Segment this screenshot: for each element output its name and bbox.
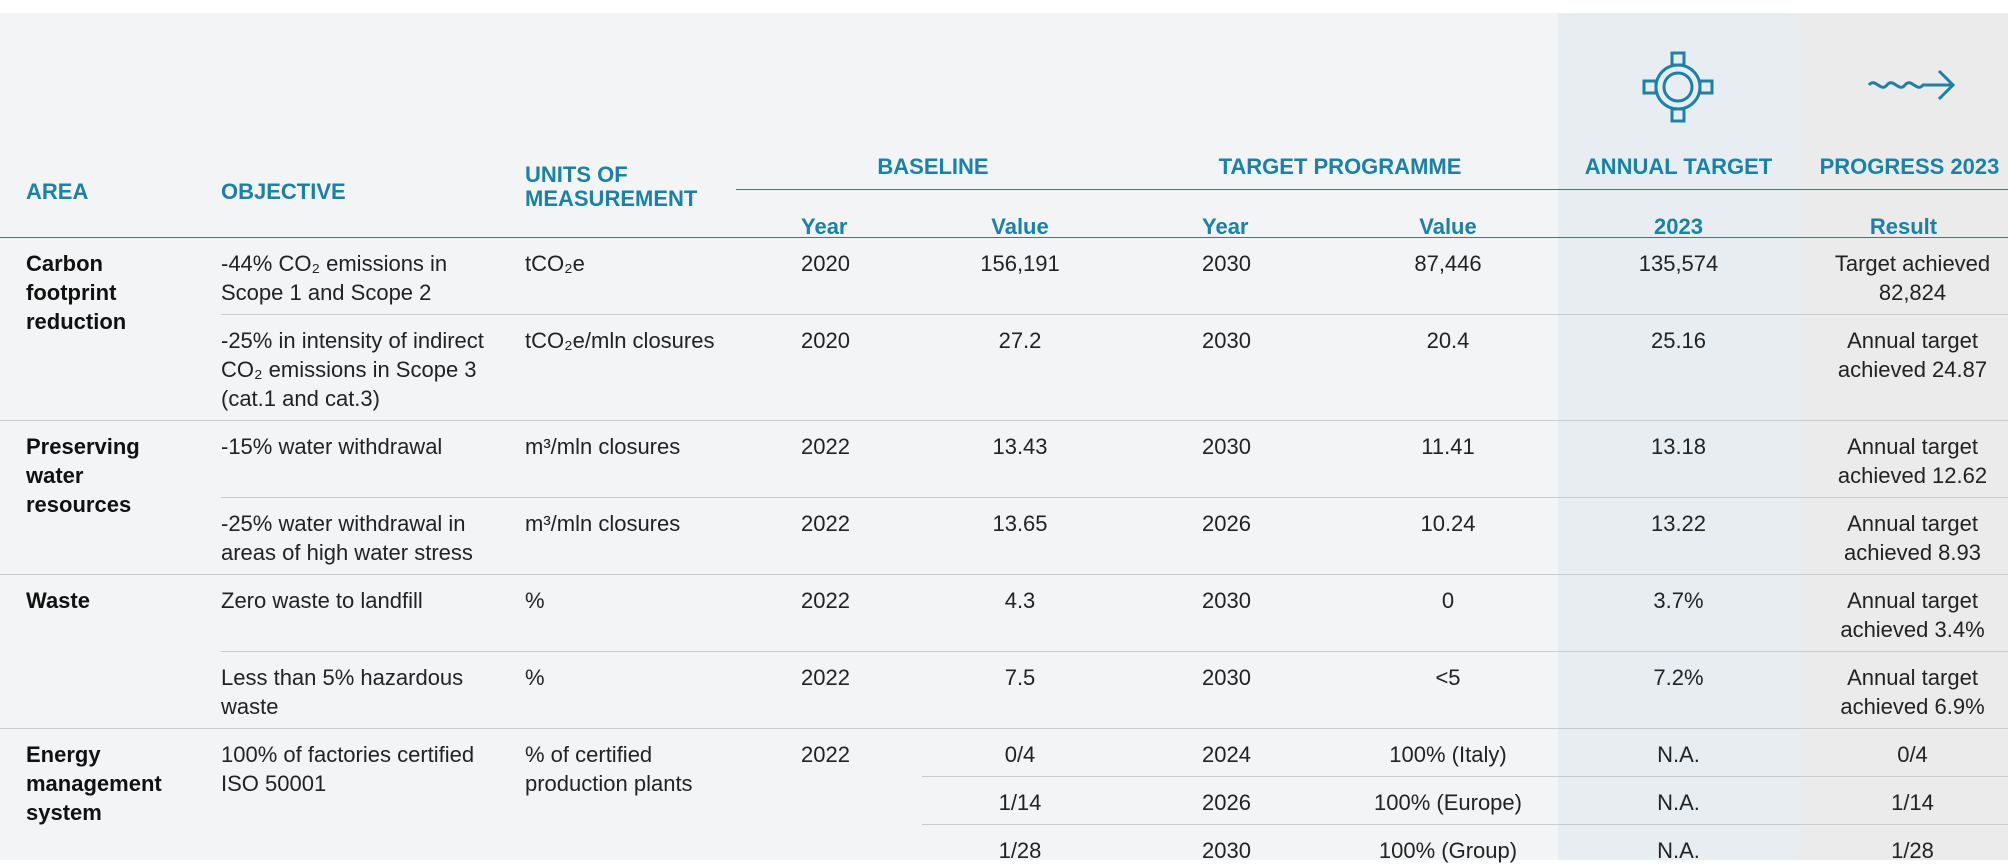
rule	[0, 237, 2008, 238]
result: Annual target achieved 24.87	[1837, 328, 1988, 382]
area: Waste	[26, 588, 90, 613]
group-header: ANNUAL TARGET	[1584, 154, 1773, 179]
baseline-value: 1/14	[998, 790, 1042, 815]
baseline-year: 2022	[801, 665, 850, 690]
target-value: 10.24	[1420, 511, 1476, 536]
annual-target: N.A.	[1657, 790, 1700, 815]
result: Annual target achieved 12.62	[1837, 434, 1988, 488]
units: m³/mln closures	[525, 511, 681, 536]
annual-target: 13.22	[1650, 511, 1707, 536]
target-value: 87,446	[1414, 251, 1482, 276]
units: % of certified production plants	[525, 742, 693, 796]
sub-header: 2023	[1654, 214, 1703, 239]
baseline-value: 27.2	[998, 328, 1042, 353]
sub-header: Value	[1419, 214, 1477, 239]
target-year: 2030	[1202, 838, 1251, 863]
objective: -25% in intensity of indirect CO₂ emissi…	[221, 328, 484, 411]
sub-header: Result	[1869, 214, 1938, 239]
rule	[0, 728, 2008, 729]
target-value: 100% (Italy)	[1389, 742, 1507, 767]
rule	[221, 651, 2008, 652]
progress-icon	[1867, 69, 1956, 101]
group-header: BASELINE	[877, 154, 989, 179]
rule	[221, 314, 2008, 315]
baseline-year: 2020	[801, 328, 850, 353]
target-value: 11.41	[1421, 434, 1475, 459]
target-year: 2024	[1202, 742, 1251, 767]
baseline-value: 13.43	[992, 434, 1048, 459]
baseline-value: 156,191	[980, 251, 1060, 276]
objective: 100% of factories certified ISO 50001	[221, 742, 475, 796]
units: tCO₂e	[525, 251, 585, 276]
target-value: 20.4	[1426, 328, 1470, 353]
target-value: 100% (Group)	[1378, 838, 1518, 863]
annual-target: 13.18	[1650, 434, 1707, 459]
target-year: 2026	[1202, 511, 1251, 536]
target-year: 2030	[1202, 588, 1251, 613]
target-year: 2030	[1202, 434, 1251, 459]
result: Annual target achieved 3.4%	[1840, 588, 1985, 642]
annual-target: N.A.	[1657, 742, 1700, 767]
units: %	[525, 665, 545, 690]
area: Carbon footprint reduction	[26, 251, 127, 334]
annual-target: 3.7%	[1653, 588, 1704, 613]
sub-header: Year	[1202, 214, 1249, 239]
rule	[922, 776, 2008, 777]
result: 1/14	[1891, 790, 1934, 815]
baseline-year: 2022	[801, 742, 850, 767]
result: Annual target achieved 8.93	[1844, 511, 1981, 565]
target-year: 2030	[1202, 328, 1251, 353]
objective: -44% CO₂ emissions in Scope 1 and Scope …	[221, 251, 448, 305]
annual-target: 25.16	[1650, 328, 1707, 353]
baseline-value: 4.3	[1004, 588, 1036, 613]
sub-header: Value	[991, 214, 1049, 239]
annual-column-bg	[1558, 13, 1799, 860]
group-header: TARGET PROGRAMME	[1218, 154, 1462, 179]
rule	[0, 420, 2008, 421]
objective: -25% water withdrawal in areas of high w…	[221, 511, 473, 565]
area: Preserving water resources	[26, 434, 140, 517]
baseline-value: 0/4	[1004, 742, 1036, 767]
rule	[922, 824, 2008, 825]
objective: -15% water withdrawal	[221, 434, 443, 459]
result: 0/4	[1897, 742, 1928, 767]
annual-target: 135,574	[1638, 251, 1719, 276]
result: Target achieved 82,824	[1834, 251, 1991, 305]
units: %	[525, 588, 545, 613]
progress-column-bg	[1799, 13, 2008, 860]
baseline-value: 7.5	[1004, 665, 1036, 690]
annual-target: 7.2%	[1653, 665, 1704, 690]
result: Annual target achieved 6.9%	[1840, 665, 1985, 719]
table: AREA OBJECTIVE UNITS OF MEASUREMENT BASELIN…	[0, 13, 2008, 863]
sub-header: Year	[801, 214, 848, 239]
baseline-year: 2022	[801, 588, 850, 613]
rule	[0, 574, 2008, 575]
group-header: PROGRESS 2023	[1819, 154, 2000, 179]
target-value: 100% (Europe)	[1374, 790, 1522, 815]
target-year: 2026	[1202, 790, 1251, 815]
target-year: 2030	[1202, 665, 1251, 690]
result: 1/28	[1891, 838, 1934, 863]
objective: Zero waste to landfill	[221, 588, 423, 613]
baseline-year: 2020	[801, 251, 850, 276]
baseline-year: 2022	[801, 434, 850, 459]
target-value: <5	[1435, 665, 1461, 690]
units: m³/mln closures	[525, 434, 681, 459]
units: tCO₂e/mln closures	[525, 328, 715, 353]
column-header: AREA	[26, 179, 89, 204]
column-header: UNITS OF MEASUREMENT	[525, 162, 698, 211]
area: Energy management system	[26, 742, 162, 825]
baseline-value: 1/28	[998, 838, 1042, 863]
target-year: 2030	[1202, 251, 1251, 276]
column-header: OBJECTIVE	[221, 179, 346, 204]
annual-target: N.A.	[1657, 838, 1700, 863]
baseline-value: 13.65	[992, 511, 1048, 536]
objective: Less than 5% hazardous waste	[221, 665, 464, 719]
rule	[221, 497, 2008, 498]
target-value: 0	[1441, 588, 1455, 613]
rule	[736, 189, 2008, 190]
baseline-year: 2022	[801, 511, 850, 536]
target-icon	[1642, 51, 1714, 123]
